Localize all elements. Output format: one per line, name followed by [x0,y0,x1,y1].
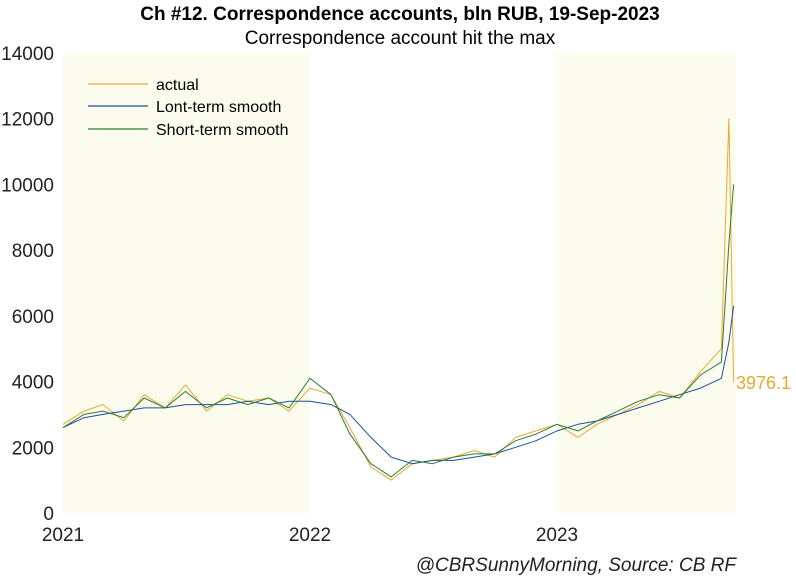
y-tick-label: 4000 [12,373,54,394]
year-shading [63,53,736,513]
x-tick-label: 2022 [289,525,331,546]
y-tick-label: 6000 [12,307,54,328]
chart-subtitle: Correspondence account hit the max [245,28,556,49]
y-tick-label: 8000 [12,241,54,262]
shade-2021 [63,53,310,513]
shade-2023 [557,53,736,513]
x-tick-label: 2021 [42,525,84,546]
y-tick-label: 10000 [1,175,54,196]
source-note: @CBRSunnyMorning, Source: CB RF [416,555,738,576]
y-tick-label: 2000 [12,438,54,459]
legend-label-actual: actual [156,77,199,94]
y-tick-label: 0 [43,504,54,525]
series-lines [62,118,735,481]
chart-title: Ch #12. Correspondence accounts, bln RUB… [140,4,660,25]
legend-label-short: Short-term smooth [156,122,288,139]
series-line-long-term [62,305,735,465]
last-value-label: 3976.1 [736,373,791,393]
x-axis: 2021 2022 2023 [42,525,578,546]
x-tick-label: 2023 [536,525,578,546]
legend-label-long: Lont-term smooth [156,99,281,116]
y-axis: 0 2000 4000 6000 8000 10000 12000 14000 [1,44,54,525]
series-line-short-term [62,184,735,478]
y-tick-label: 14000 [1,44,54,65]
y-tick-label: 12000 [1,110,54,131]
legend: actual Lont-term smooth Short-term smoot… [88,77,288,139]
